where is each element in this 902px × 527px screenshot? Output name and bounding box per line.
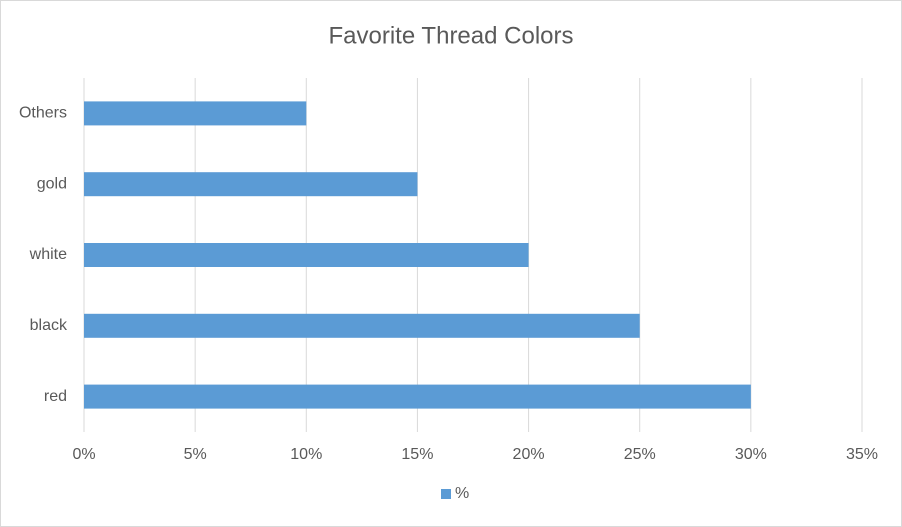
bar xyxy=(84,172,418,197)
x-tick-label: 35% xyxy=(846,446,878,463)
bar xyxy=(84,313,640,338)
y-tick-label: gold xyxy=(37,175,67,192)
y-tick-label: white xyxy=(29,246,67,263)
x-tick-label: 20% xyxy=(513,446,545,463)
y-tick-label: red xyxy=(44,388,67,405)
bar xyxy=(84,243,529,267)
x-tick-label: 15% xyxy=(401,446,433,463)
chart-title: Favorite Thread Colors xyxy=(329,22,574,49)
x-tick-label: 25% xyxy=(624,446,656,463)
x-tick-label: 10% xyxy=(290,446,322,463)
y-tick-label: Others xyxy=(19,105,67,122)
x-tick-label: 30% xyxy=(735,446,767,463)
bar xyxy=(84,101,307,126)
bar xyxy=(84,384,751,409)
x-tick-label: 0% xyxy=(72,446,95,463)
x-tick-label: 5% xyxy=(184,446,207,463)
legend-label: % xyxy=(455,485,469,502)
y-tick-label: black xyxy=(30,317,68,334)
legend-swatch xyxy=(441,489,451,499)
